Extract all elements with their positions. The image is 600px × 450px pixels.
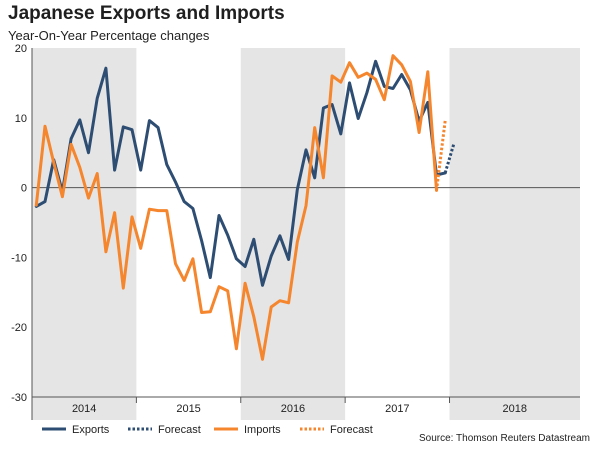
x-year-label-2015: 2015 <box>176 403 200 415</box>
series-line-imports-2 <box>34 54 438 361</box>
x-axis-year-labels: 2014 2015 2016 2017 2018 <box>72 397 527 415</box>
y-tick-label: -20 <box>11 322 27 334</box>
x-year-label-2018: 2018 <box>503 403 527 415</box>
y-tick-label: 10 <box>15 113 27 125</box>
x-year-label-2014: 2014 <box>72 403 96 415</box>
series-lines <box>34 54 456 361</box>
series-line-forecast-3 <box>435 120 447 191</box>
series-line-forecast-1 <box>443 143 456 174</box>
x-year-label-2017: 2017 <box>385 403 409 415</box>
y-axis-ticks: -30 -20 -10 0 10 20 <box>11 43 27 404</box>
legend-label-2: Imports <box>244 424 281 436</box>
y-tick-label: 20 <box>15 43 27 55</box>
source-note: Source: Thomson Reuters Datastream <box>418 433 590 444</box>
year-band-2018 <box>449 48 580 420</box>
legend-label-1: Forecast <box>158 424 201 436</box>
chart-title: Japanese Exports and Imports <box>8 3 285 24</box>
x-year-label-2016: 2016 <box>281 403 305 415</box>
year-band-2014 <box>32 48 137 420</box>
legend-label-0: Exports <box>72 424 110 436</box>
year-bands <box>32 48 580 420</box>
plot-frame <box>31 48 580 420</box>
chart-subtitle: Year-On-Year Percentage changes <box>8 28 210 43</box>
y-tick-label: -30 <box>11 392 27 404</box>
legend: Exports Forecast Imports Forecast <box>42 424 373 436</box>
y-tick-label: -10 <box>11 252 27 264</box>
series-line-exports-0 <box>34 59 447 287</box>
y-tick-label: 0 <box>21 183 27 195</box>
legend-label-3: Forecast <box>330 424 373 436</box>
